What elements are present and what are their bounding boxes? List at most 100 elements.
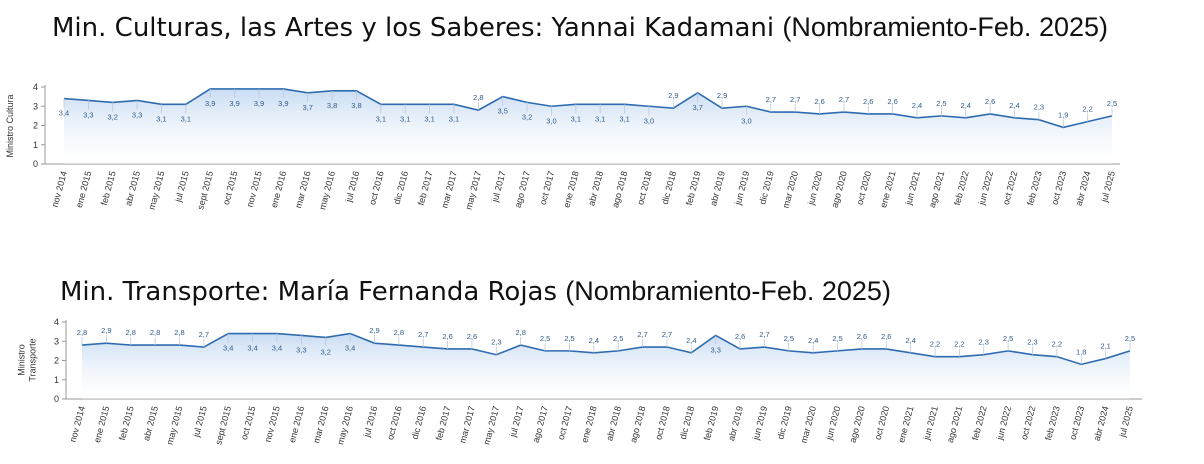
x-tick-label: may 2017 [463, 170, 483, 211]
x-tick-label: mar 2020 [799, 405, 819, 444]
data-label: 3,1 [595, 114, 605, 123]
data-label: 3,4 [247, 344, 257, 353]
data-label: 2,2 [1052, 340, 1062, 349]
data-label: 3,3 [296, 345, 306, 354]
x-tick-label: sept 2015 [213, 405, 233, 446]
data-label: 2,5 [613, 334, 623, 343]
data-label: 2,8 [394, 328, 404, 337]
data-label: 2,2 [1082, 105, 1092, 114]
x-tick-label: feb 2022 [970, 405, 989, 441]
data-label: 2,6 [857, 332, 867, 341]
x-tick-label: jul 2025 [1099, 170, 1117, 204]
x-tick-label: jun 2021 [921, 405, 940, 442]
data-label: 2,5 [1125, 334, 1135, 343]
data-label: 3,1 [424, 114, 434, 123]
data-label: 2,9 [717, 91, 727, 100]
x-tick-label: oct 2017 [556, 405, 575, 441]
data-label: 2,1 [1100, 342, 1110, 351]
data-label: 2,6 [985, 97, 995, 106]
x-tick-label: sept 2015 [195, 170, 215, 211]
data-label: 3,1 [619, 114, 629, 123]
x-tick-label: jul 2015 [173, 170, 191, 204]
x-tick-label: ene 2018 [579, 405, 598, 444]
data-label: 2,6 [863, 97, 873, 106]
data-label: 2,6 [735, 332, 745, 341]
x-tick-label: feb 2023 [1043, 405, 1062, 441]
data-label: 2,7 [418, 330, 428, 339]
data-label: 2,6 [814, 97, 824, 106]
x-tick-label: oct 2015 [221, 170, 240, 206]
x-tick-label: mar 2017 [457, 405, 477, 444]
x-tick-label: ene 2016 [287, 405, 306, 444]
x-tick-label: ene 2018 [561, 170, 580, 209]
x-tick-label: abr 2018 [586, 170, 605, 207]
x-tick-label: oct 2020 [855, 170, 874, 206]
data-label: 2,4 [912, 101, 922, 110]
data-label: 2,7 [839, 95, 849, 104]
area-fill [82, 333, 1130, 399]
data-label: 2,4 [1009, 101, 1019, 110]
x-tick-label: dic 2016 [392, 170, 410, 205]
data-label: 3,1 [571, 114, 581, 123]
x-tick-label: nov 2014 [50, 170, 69, 208]
data-label: 2,6 [881, 332, 891, 341]
y-tick-label: 4 [33, 82, 38, 92]
area-fill [64, 88, 1112, 164]
chart-cultura: 0 1 2 3 4 Ministro Cultura 3,4 3,3 3,2 3,3 3,1 3,1 3… [5, 82, 1120, 211]
data-label: 2,7 [199, 330, 209, 339]
x-tick-label: ago 2020 [847, 405, 866, 444]
x-tick-label: dic 2018 [678, 405, 696, 440]
x-tick-label: feb 2017 [434, 405, 453, 441]
data-label: 2,9 [101, 326, 111, 335]
data-label: 3,4 [345, 344, 355, 353]
x-tick-label: ago 2018 [628, 405, 647, 444]
x-tick-label: jul 2016 [361, 405, 379, 439]
data-label: 2,5 [832, 334, 842, 343]
x-tick-label: ago 2017 [513, 170, 532, 209]
y-tick-label: 0 [54, 394, 59, 404]
x-tick-label: nov 2015 [245, 170, 264, 208]
x-tick-label: oct 2017 [538, 170, 557, 206]
x-tick-label: jun 2020 [824, 405, 843, 442]
data-label: 3,4 [272, 344, 282, 353]
x-tick-label: abr 2024 [1074, 170, 1093, 207]
chart-transporte: 0 1 2 3 4 Ministro Transporte 2,8 2,9 2,8 2,8 2,8 2,… [17, 317, 1142, 446]
x-tick-label: may 2016 [317, 170, 337, 211]
x-tick-label: oct 2018 [635, 170, 654, 206]
x-tick-label: mar 2020 [781, 170, 801, 209]
data-label: 3,2 [522, 112, 532, 121]
x-tick-label: oct 2023 [1068, 405, 1087, 441]
x-tick-label: ene 2015 [74, 170, 93, 209]
x-tick-label: mar 2017 [439, 170, 459, 209]
x-tick-label: mar 2016 [311, 405, 331, 444]
chart-title-transporte: Min. Transporte: María Fernanda Rojas (N… [60, 276, 891, 307]
x-tick-label: jun 2022 [994, 405, 1013, 442]
data-label: 3,9 [205, 99, 215, 108]
data-label: 3,5 [497, 107, 507, 116]
data-label: 2,8 [174, 328, 184, 337]
data-label: 2,8 [515, 328, 525, 337]
x-tick-label: abr 2024 [1092, 405, 1111, 442]
data-label: 2,7 [766, 95, 776, 104]
data-label: 2,4 [686, 336, 696, 345]
data-label: 3,3 [132, 110, 142, 119]
x-tick-label: mar 2016 [293, 170, 313, 209]
data-label: 2,2 [930, 340, 940, 349]
y-tick-label: 3 [54, 336, 59, 346]
x-tick-label: ago 2021 [945, 405, 964, 444]
y-tick-label: 4 [54, 317, 59, 327]
data-label: 3,9 [278, 99, 288, 108]
x-tick-label: jun 2020 [806, 170, 825, 207]
data-label: 2,7 [662, 330, 672, 339]
data-label: 2,5 [784, 334, 794, 343]
x-tick-label: jul 2025 [1117, 405, 1135, 439]
data-label: 3,1 [181, 114, 191, 123]
data-label: 3,4 [223, 344, 233, 353]
data-label: 2,8 [150, 328, 160, 337]
data-label: 3,4 [59, 109, 69, 118]
x-tick-label: nov 2015 [263, 405, 282, 443]
x-tick-label: jul 2017 [490, 170, 508, 204]
x-tick-label: feb 2022 [952, 170, 971, 206]
data-label: 2,5 [936, 99, 946, 108]
